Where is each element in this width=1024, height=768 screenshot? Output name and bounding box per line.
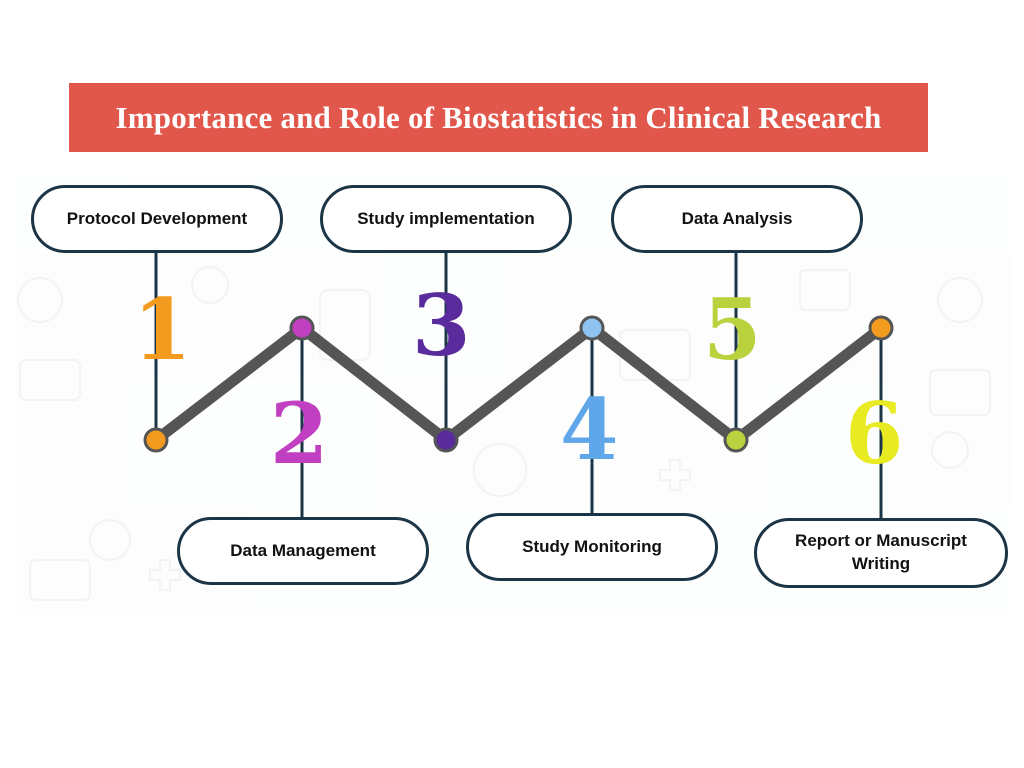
step-number-6: 6 <box>845 384 904 483</box>
step-number-4: 4 <box>560 380 619 479</box>
page-title: Importance and Role of Biostatistics in … <box>115 99 882 135</box>
step-number-5: 5 <box>703 280 762 379</box>
nodes <box>143 315 894 453</box>
node-3 <box>433 427 459 453</box>
step-box-data-management: Data Management <box>177 517 429 585</box>
node-4 <box>579 315 605 341</box>
step-box-data-analysis: Data Analysis <box>611 185 863 253</box>
node-2 <box>289 315 315 341</box>
step-box-report-writing: Report or Manuscript Writing <box>754 518 1008 588</box>
step-number-1: 1 <box>133 280 192 379</box>
step-box-protocol-development: Protocol Development <box>31 185 283 253</box>
step-box-study-implementation: Study implementation <box>320 185 572 253</box>
node-1 <box>143 427 169 453</box>
zigzag-path <box>150 322 887 446</box>
step-number-2: 2 <box>270 384 329 483</box>
step-number-3: 3 <box>412 276 471 375</box>
node-6 <box>868 315 894 341</box>
connector-lines <box>154 253 883 518</box>
node-5 <box>723 427 749 453</box>
title-banner: Importance and Role of Biostatistics in … <box>69 83 928 152</box>
step-box-study-monitoring: Study Monitoring <box>466 513 718 581</box>
